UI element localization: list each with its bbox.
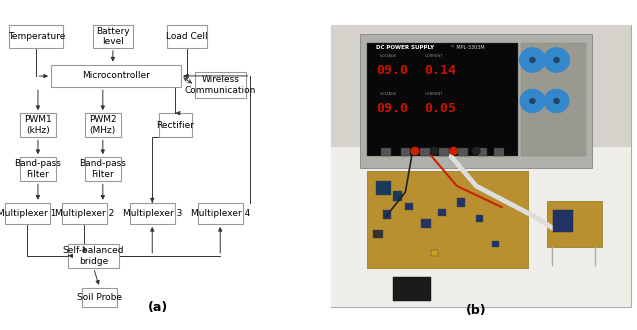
Bar (331, 147, 631, 308)
Circle shape (544, 48, 569, 72)
Text: Battery
level: Battery level (96, 27, 130, 46)
Bar (476, 215, 483, 222)
Circle shape (530, 99, 535, 103)
Text: Multiplexer 4: Multiplexer 4 (190, 209, 250, 218)
Bar (554, 210, 573, 232)
Bar (361, 34, 592, 168)
Text: (b): (b) (466, 304, 487, 316)
Bar (331, 25, 631, 147)
Circle shape (411, 148, 419, 155)
Text: 0.05: 0.05 (425, 102, 457, 115)
Bar (367, 43, 518, 156)
Text: Self-balanced
bridge: Self-balanced bridge (63, 246, 124, 266)
Bar (10, 25, 64, 48)
Circle shape (530, 57, 535, 62)
Circle shape (545, 89, 569, 113)
Text: Soil Probe: Soil Probe (77, 293, 122, 302)
Bar (439, 148, 449, 156)
Bar (521, 43, 585, 156)
Bar (376, 182, 391, 195)
Text: Temperature: Temperature (8, 32, 65, 41)
Bar (20, 157, 55, 182)
Circle shape (554, 99, 559, 103)
Text: Rectifier: Rectifier (157, 121, 194, 130)
Bar (547, 201, 601, 247)
Bar (478, 148, 487, 156)
Text: CURRENT: CURRENT (425, 54, 443, 58)
Bar (198, 203, 243, 224)
Bar (392, 277, 431, 301)
Bar (405, 203, 413, 210)
Text: CURRENT: CURRENT (425, 92, 443, 96)
Text: 0.14: 0.14 (425, 64, 457, 77)
Text: 09.0: 09.0 (376, 102, 408, 115)
Bar (167, 25, 207, 48)
Bar (420, 148, 429, 156)
Bar (382, 148, 391, 156)
Circle shape (520, 89, 545, 113)
Bar (4, 203, 50, 224)
Circle shape (554, 57, 559, 62)
Circle shape (450, 148, 457, 155)
Bar (457, 198, 465, 207)
Text: (a): (a) (148, 301, 168, 313)
Text: ™ MPL-3303M: ™ MPL-3303M (450, 45, 485, 50)
Bar (68, 244, 119, 268)
Text: PWM1
(kHz): PWM1 (kHz) (24, 115, 52, 135)
Bar (383, 210, 391, 219)
Text: Multiplexer 3: Multiplexer 3 (122, 209, 182, 218)
Text: PWM2
(MHz): PWM2 (MHz) (89, 115, 117, 135)
Circle shape (431, 148, 438, 155)
Circle shape (472, 148, 480, 155)
Text: Load Cell: Load Cell (166, 32, 208, 41)
Bar (392, 190, 402, 201)
Bar (51, 65, 181, 87)
Text: Multiplexer 1: Multiplexer 1 (0, 209, 57, 218)
Bar (367, 171, 527, 268)
Text: Band-pass
Filter: Band-pass Filter (15, 159, 61, 179)
Bar (422, 219, 431, 228)
Bar (373, 230, 383, 238)
Bar (93, 25, 133, 48)
Bar (492, 241, 499, 247)
Bar (85, 157, 120, 182)
Bar (20, 113, 55, 137)
Circle shape (520, 48, 545, 72)
Text: Band-pass
Filter: Band-pass Filter (80, 159, 126, 179)
Bar (195, 72, 246, 98)
Bar (159, 113, 192, 137)
Text: Multiplexer 2: Multiplexer 2 (55, 209, 114, 218)
Text: VOLTAGE: VOLTAGE (380, 92, 397, 96)
Bar (85, 113, 120, 137)
Bar (431, 250, 438, 256)
Text: DC POWER SUPPLY: DC POWER SUPPLY (376, 45, 434, 50)
Bar (82, 288, 117, 308)
Text: Microcontroller: Microcontroller (82, 71, 150, 81)
Text: 09.0: 09.0 (376, 64, 408, 77)
Bar (494, 148, 503, 156)
Bar (130, 203, 175, 224)
Bar (401, 148, 410, 156)
Text: Wireless
Communication: Wireless Communication (185, 75, 256, 95)
Bar (62, 203, 106, 224)
Text: VOLTAGE: VOLTAGE (380, 54, 397, 58)
Bar (459, 148, 468, 156)
Bar (438, 209, 446, 216)
